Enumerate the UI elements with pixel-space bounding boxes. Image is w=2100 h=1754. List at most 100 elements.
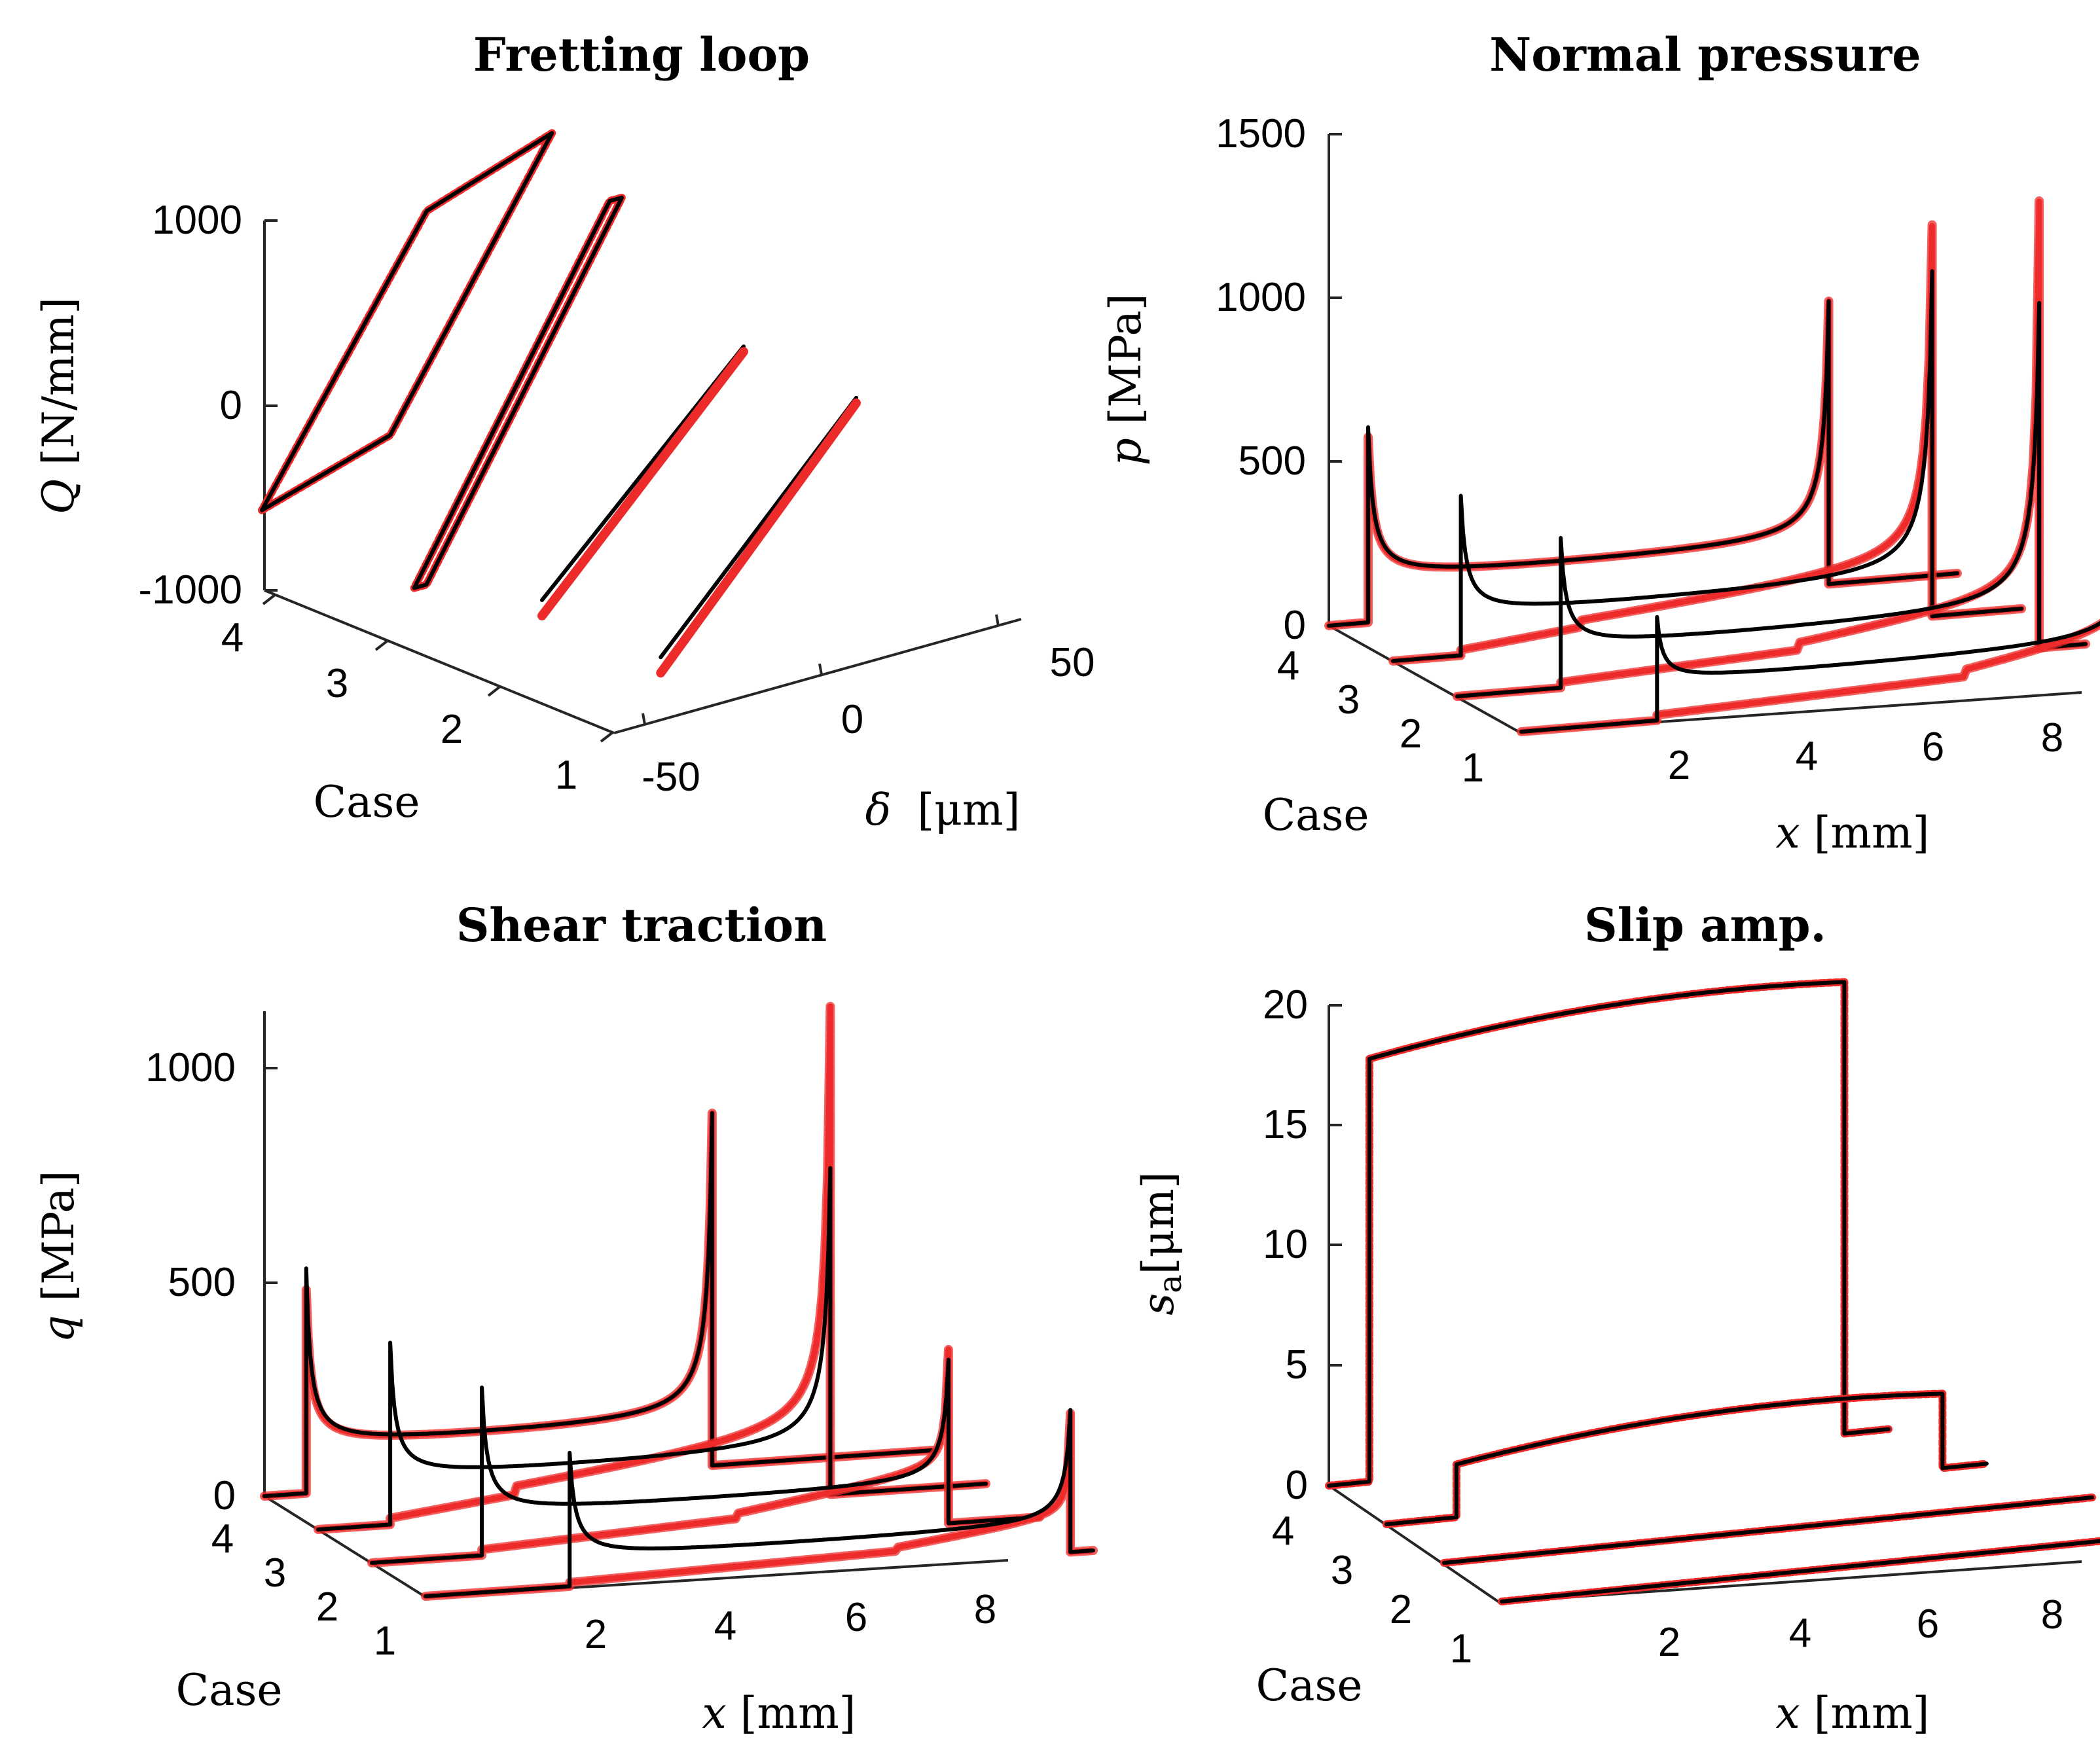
x-tick-label: 0 [841,697,863,742]
x-tick-label: 50 [1050,640,1095,685]
series-black-case-4 [1327,299,1959,628]
z-tick-label: 500 [1239,438,1306,484]
case-tick-label: 2 [1390,1587,1412,1632]
y-axis-symbol: Q [33,479,84,514]
x-axis-unit: [mm] [1814,808,1930,858]
y-axis-label: Q [N/mm] [33,297,84,514]
case-axis-label: Case [314,777,420,827]
x-tick-mark [642,713,646,725]
chart-title: Shear traction [456,898,827,952]
case-axis-label: Case [1263,790,1369,840]
case-tick-label: 1 [1450,1626,1472,1672]
x-axis-symbol: x [1776,1688,1800,1738]
y-axis-unit: [MPa] [33,1170,84,1301]
z-tick-label: 1000 [145,1045,236,1090]
y-axis-symbol: q [33,1315,84,1342]
case-tick-label: 3 [326,661,348,706]
x-axis-symbol: x [702,1688,727,1738]
case-axis-label: Case [1256,1660,1363,1711]
x-tick-label: 4 [1796,734,1818,779]
series-red-case-4 [1324,296,1962,630]
series-red-dash-case-3 [1390,222,2025,664]
z-tick-label: -1000 [138,567,242,613]
x-axis-label: x [mm] [1776,1688,1930,1738]
plot-area [258,129,861,678]
case-tick-label: 4 [1277,643,1299,689]
case-tick-label: 4 [221,615,244,660]
plot-area [1325,978,2100,1605]
series-black-case-1 [424,1408,1095,1598]
series-black-case-4 [1327,980,1891,1488]
case-tick-label: 3 [1337,677,1360,723]
case-tick-label: 1 [374,1619,396,1664]
chart-title: Normal pressure [1489,27,1921,82]
series-black-case-4 [262,1111,934,1498]
z-tick-label: 0 [220,383,242,428]
chart-title: Slip amp. [1584,898,1826,952]
series-red-2 [537,347,748,620]
x-axis-unit: [μm] [917,785,1020,835]
series-black-case-1 [1500,1539,2100,1603]
x-tick-label: 2 [1658,1620,1680,1665]
z-tick-label: 0 [1286,1463,1308,1508]
y-axis-label: q [MPa] [33,1170,84,1342]
z-tick-label: 15 [1263,1102,1308,1147]
case-axis [264,589,615,734]
y-axis-symbol: s [1133,1293,1184,1316]
y-axis-subscript: a [1152,1274,1189,1293]
x-tick-label: 4 [714,1603,736,1649]
plot-area [1324,196,2100,736]
series-black-4 [260,131,554,512]
case-axis [1328,1484,1500,1603]
case-tick-label: 3 [264,1550,286,1596]
y-axis-label: p [MPa] [1100,293,1151,465]
y-axis-label: sa[μm] [1133,1172,1189,1315]
case-tick-label: 1 [1462,745,1484,791]
x-tick-label: 8 [2041,715,2063,761]
series-black-3 [412,196,624,590]
series-red-dash-case-2 [1454,198,2089,700]
z-tick-label: 5 [1286,1342,1308,1387]
series-red-case-2 [1453,196,2090,701]
series-black-case-3 [1391,269,2023,663]
case-axis [263,1495,427,1598]
z-tick-label: 20 [1263,982,1308,1028]
series-red-1 [656,398,861,678]
series-black-case-2 [1455,300,2088,698]
series-black-case-2 [370,1357,1041,1565]
x-axis-unit: [mm] [1814,1688,1930,1738]
x-axis-unit: [mm] [740,1688,856,1738]
panel-slip-amp: Slip amp. 20 15 10 5 0 4 3 2 1 2 4 6 8 s… [1133,898,2100,1738]
x-tick-label: 6 [1922,725,1944,770]
case-axis-label: Case [176,1665,283,1715]
case-tick-label: 2 [441,707,463,752]
x-axis [613,618,1022,734]
x-tick-mark [995,614,1000,626]
series-black-case-1 [1519,615,2100,734]
x-tick-label: 8 [974,1587,996,1632]
case-tick-mark [600,731,614,743]
case-tick-label: 3 [1331,1548,1353,1593]
series-red-case-4 [1325,978,1892,1490]
x-tick-label: 8 [2041,1592,2063,1638]
z-tick-label: 1500 [1216,111,1306,156]
y-axis-unit: [μm] [1133,1172,1184,1274]
y-axis-symbol: p [1100,438,1151,465]
y-axis-unit: [MPa] [1100,293,1151,424]
chart-title: Fretting loop [473,27,810,82]
z-tick-label: 10 [1263,1222,1308,1267]
x-tick-label: 2 [1668,743,1690,788]
x-tick-label: -50 [642,755,700,800]
case-tick-mark [262,594,276,605]
panel-fretting-loop: Fretting loop 1000 0 -1000 4 3 2 1 -50 0… [33,27,1095,835]
x-tick-label: 6 [845,1595,867,1640]
series-red-dash-case-1 [1518,620,2100,735]
series-black-case-2 [1442,1495,2094,1565]
x-axis-symbol: x [1776,808,1800,858]
z-tick-label: 1000 [152,198,242,243]
x-axis-label: δ [μm] [865,785,1021,835]
series-red-dash-case-1 [422,1410,1096,1600]
z-tick-label: 0 [1284,603,1306,648]
case-tick-mark [487,685,501,697]
